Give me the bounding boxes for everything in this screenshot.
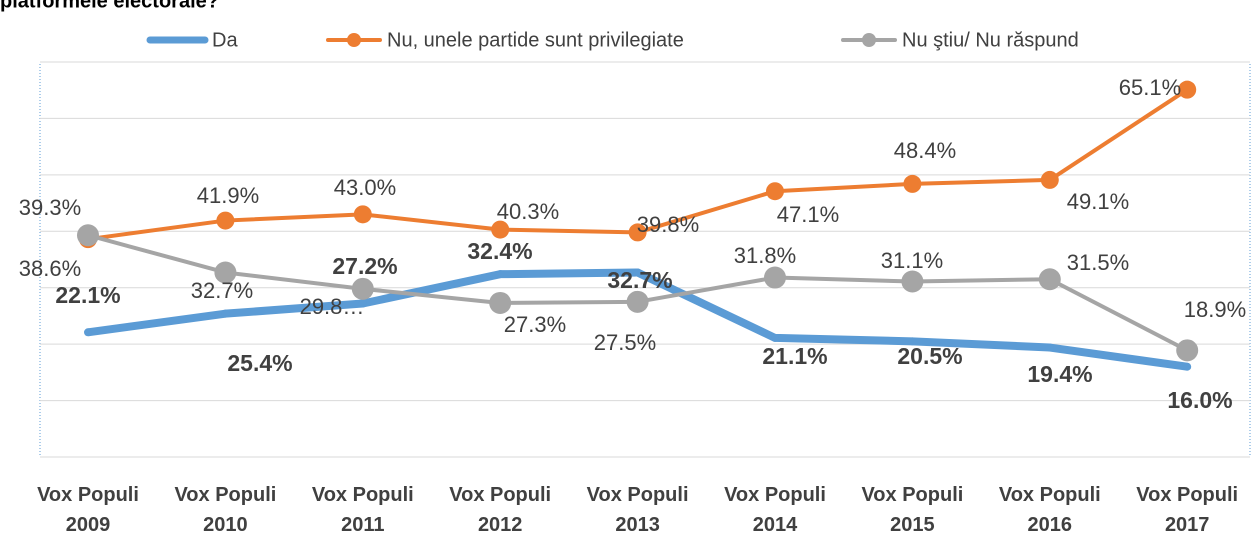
data-label: 25.4% <box>227 350 292 376</box>
data-point <box>628 223 647 242</box>
x-tick-label: Vox Populi 2014 <box>724 484 826 536</box>
x-tick-label: Vox Populi 2016 <box>998 484 1101 536</box>
data-point <box>496 270 505 279</box>
data-point <box>351 277 374 300</box>
data-label: 22.1% <box>55 282 120 308</box>
data-label: 32.7% <box>191 278 253 303</box>
data-point <box>214 261 237 284</box>
data-label: 31.8% <box>734 243 796 268</box>
data-point <box>1038 268 1061 291</box>
x-tick-label: Vox Populi 2010 <box>174 484 277 536</box>
data-point <box>491 220 510 239</box>
data-point <box>77 224 99 247</box>
x-tick-label: Vox Populi 2012 <box>449 484 552 536</box>
data-label: 32.4% <box>467 238 532 264</box>
x-tick-label: Vox Populi 2009 <box>37 484 139 536</box>
data-label: 21.1% <box>762 343 827 369</box>
legend-marker <box>862 33 876 47</box>
data-point <box>84 328 92 337</box>
data-point <box>633 268 642 277</box>
data-point <box>489 291 512 314</box>
data-label: 19.4% <box>1027 361 1092 387</box>
data-label: 18.9% <box>1184 297 1246 322</box>
data-label: 49.1% <box>1067 189 1129 214</box>
data-label: 39.3% <box>19 195 81 220</box>
data-label: 27.5% <box>594 330 656 355</box>
data-label: 65.1% <box>1119 75 1181 100</box>
data-label: 38.6% <box>19 256 81 281</box>
x-tick-label: Vox Populi 2017 <box>1136 484 1239 536</box>
data-label: 41.9% <box>197 183 259 208</box>
data-point <box>626 290 649 313</box>
data-point <box>216 211 235 230</box>
data-point <box>764 266 786 289</box>
data-label: 31.1% <box>881 248 943 273</box>
data-point <box>771 333 779 342</box>
legend-label: Nu, unele partide sunt privilegiate <box>387 29 684 51</box>
data-point <box>1178 80 1197 99</box>
legend-label: Da <box>212 29 238 51</box>
data-label: 29.8… <box>300 294 365 319</box>
data-label: 20.5% <box>897 343 962 369</box>
data-point <box>901 270 924 293</box>
data-point <box>1176 339 1199 362</box>
data-label: 27.3% <box>504 312 566 337</box>
data-point <box>358 299 367 308</box>
data-point <box>903 174 922 193</box>
data-label: 31.5% <box>1067 250 1129 275</box>
data-point <box>1045 343 1054 352</box>
data-label: 40.3% <box>497 199 559 224</box>
data-label: 48.4% <box>894 138 956 163</box>
data-label: 16.0% <box>1167 387 1232 413</box>
legend-marker <box>347 33 361 47</box>
plot-area <box>39 61 1251 458</box>
x-tick-label: Vox Populi 2013 <box>586 484 689 536</box>
data-point <box>908 337 917 346</box>
data-label: 43.0% <box>334 175 396 200</box>
legend-label: Nu ştiu/ Nu răspund <box>902 29 1079 51</box>
data-label: 27.2% <box>332 253 397 279</box>
data-label: 39.8% <box>637 212 699 237</box>
data-point <box>353 205 372 224</box>
chart-title: platformele electorale? <box>0 0 219 12</box>
x-tick-label: Vox Populi 2011 <box>311 484 414 536</box>
data-point <box>221 309 230 318</box>
data-label: 32.7% <box>607 267 672 293</box>
data-point <box>1183 362 1192 371</box>
data-point <box>1040 170 1059 189</box>
x-tick-label: Vox Populi 2015 <box>861 484 964 536</box>
data-point <box>766 182 784 201</box>
data-label: 47.1% <box>777 202 839 227</box>
